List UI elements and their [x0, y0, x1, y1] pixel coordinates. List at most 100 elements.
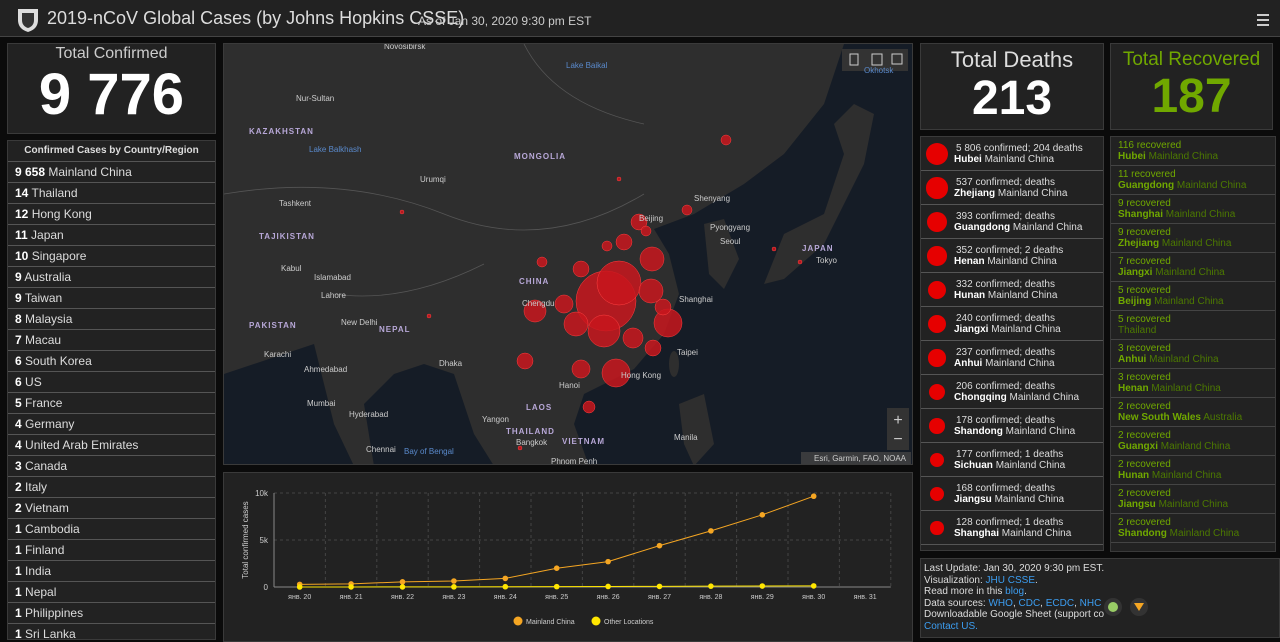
count: 2 [15, 480, 22, 494]
map-label: Bay of Bengal [404, 447, 454, 456]
link[interactable]: WHO [988, 597, 1013, 609]
point [399, 584, 406, 590]
map-label: Lake Baikal [566, 61, 608, 70]
region: Thailand [1118, 325, 1157, 336]
map-label: Nur-Sultan [296, 94, 334, 103]
place: Jiangsu Mainland China [1118, 499, 1275, 510]
province: Jiangxi [1118, 267, 1153, 278]
map-label: Tokyo [816, 256, 837, 265]
country-row: 3 Canada [8, 456, 215, 477]
country: South Korea [25, 354, 92, 368]
death-row: 237 confirmed; deaths Anhui Mainland Chin… [921, 341, 1103, 375]
count: 6 [15, 375, 22, 389]
point [502, 583, 509, 590]
country-row: 6 US [8, 372, 215, 393]
map-label: LAOS [526, 403, 552, 412]
link[interactable]: NHC [1079, 597, 1102, 609]
count: 4 [15, 438, 22, 452]
point [810, 493, 817, 500]
country-row: 11 Japan [8, 225, 215, 246]
count: 9 [15, 270, 22, 284]
region: Mainland China [1176, 180, 1247, 191]
dot [930, 521, 944, 535]
map-label: Hyderabad [349, 410, 388, 419]
point [399, 579, 406, 585]
footer-line: Visualization: JHU CSSE. [924, 575, 1276, 587]
map-label: MONGOLIA [514, 152, 566, 161]
text: Last Update: Jan 30, 2020 9:30 pm EST. [924, 563, 1105, 574]
point [348, 584, 354, 590]
menu-button[interactable] [1257, 14, 1271, 26]
map-label: Mumbai [307, 399, 336, 408]
country: Malaysia [25, 312, 73, 326]
stats: 9 recovered [1118, 198, 1171, 209]
stats: 116 recovered [1118, 140, 1182, 151]
place: Hunan Mainland China [954, 290, 1057, 301]
map-label: VIETNAM [562, 437, 605, 446]
place: Hubei Mainland China [954, 154, 1054, 165]
link[interactable]: Contact US. [924, 620, 978, 632]
footer-line: Data sources: WHO, CDC, ECDC, NHC [924, 598, 1276, 610]
chart: Total confirmed cases 0 5k 10k янв. 20 янв. 2… [241, 489, 892, 626]
map-label: Karachi [264, 350, 291, 359]
region: Mainland China [1155, 267, 1225, 278]
place: Henan Mainland China [954, 256, 1057, 267]
point [553, 565, 560, 571]
text: , [1012, 597, 1019, 609]
dot [928, 315, 946, 333]
link[interactable]: blog [1005, 586, 1025, 597]
stats: 2 recovered [1118, 459, 1171, 470]
country-row: 9 Australia [8, 267, 215, 288]
link[interactable]: JHU CSSE [985, 574, 1035, 586]
place: Beijing Mainland China [1118, 296, 1275, 307]
place: Guangdong Mainland China [1118, 180, 1275, 191]
map-toolbar[interactable] [842, 49, 908, 71]
link[interactable]: CDC [1018, 597, 1041, 609]
count: 7 [15, 333, 22, 347]
recovered-row: 11 recovered Guangdong Mainland China [1111, 166, 1275, 195]
map-label: Kabul [281, 264, 302, 273]
dot [926, 143, 948, 165]
label: Total Recovered [1122, 49, 1261, 70]
country: Cambodia [25, 522, 80, 536]
point [451, 578, 457, 584]
country-row: 7 Macau [8, 330, 215, 351]
text: Data sources: [924, 597, 989, 609]
country-row: 1 India [8, 561, 215, 582]
region: Mainland China [985, 358, 1055, 369]
x-tick-label: янв. 31 [854, 594, 877, 601]
map-label: Hong Kong [621, 371, 661, 380]
stats: 178 confirmed; deaths [956, 415, 1055, 426]
stats: 11 recovered [1118, 169, 1176, 180]
region: Mainland China [1165, 209, 1236, 220]
death-row: 332 confirmed; deaths Hunan Mainland Chin… [921, 273, 1103, 307]
death-row: 168 confirmed; deaths Jiangsu Mainland Ch… [921, 477, 1103, 511]
svg-text:−: − [893, 431, 902, 448]
label: Total Deaths [950, 47, 1074, 72]
dot [929, 452, 945, 468]
province: Beijing [1118, 296, 1152, 307]
region: Mainland China [1148, 151, 1219, 162]
footer-line: Contact US. [924, 621, 1276, 633]
country-row: 9 658 Mainland China [8, 162, 215, 183]
country: Canada [25, 459, 68, 473]
recovered-row: 2 recovered Hunan Mainland China [1111, 456, 1275, 485]
point [296, 584, 303, 590]
count: 2 [15, 501, 22, 515]
region: Mainland China [1169, 528, 1240, 539]
map-label: Lahore [321, 291, 346, 300]
link[interactable]: ECDC [1045, 597, 1075, 609]
count: 14 [15, 186, 29, 200]
rows: 9 658 Mainland China 14 Thailand 12 Hong K… [8, 162, 215, 639]
province: Guangdong [954, 222, 1011, 233]
province: Henan [954, 256, 985, 267]
stats: 5 806 confirmed; 204 deaths [956, 143, 1083, 154]
text: Downloadable Google Sheet (support co [924, 609, 1105, 620]
country: Japan [31, 228, 64, 242]
zoom-buttons[interactable]: +− [887, 408, 909, 450]
icons[interactable] [1101, 595, 1161, 635]
stats: 537 confirmed; deaths [956, 177, 1055, 188]
footer-line: Last Update: Jan 30, 2020 9:30 pm EST. [924, 563, 1276, 575]
province: Jiangxi [954, 324, 989, 335]
region: Mainland China [1149, 354, 1219, 365]
